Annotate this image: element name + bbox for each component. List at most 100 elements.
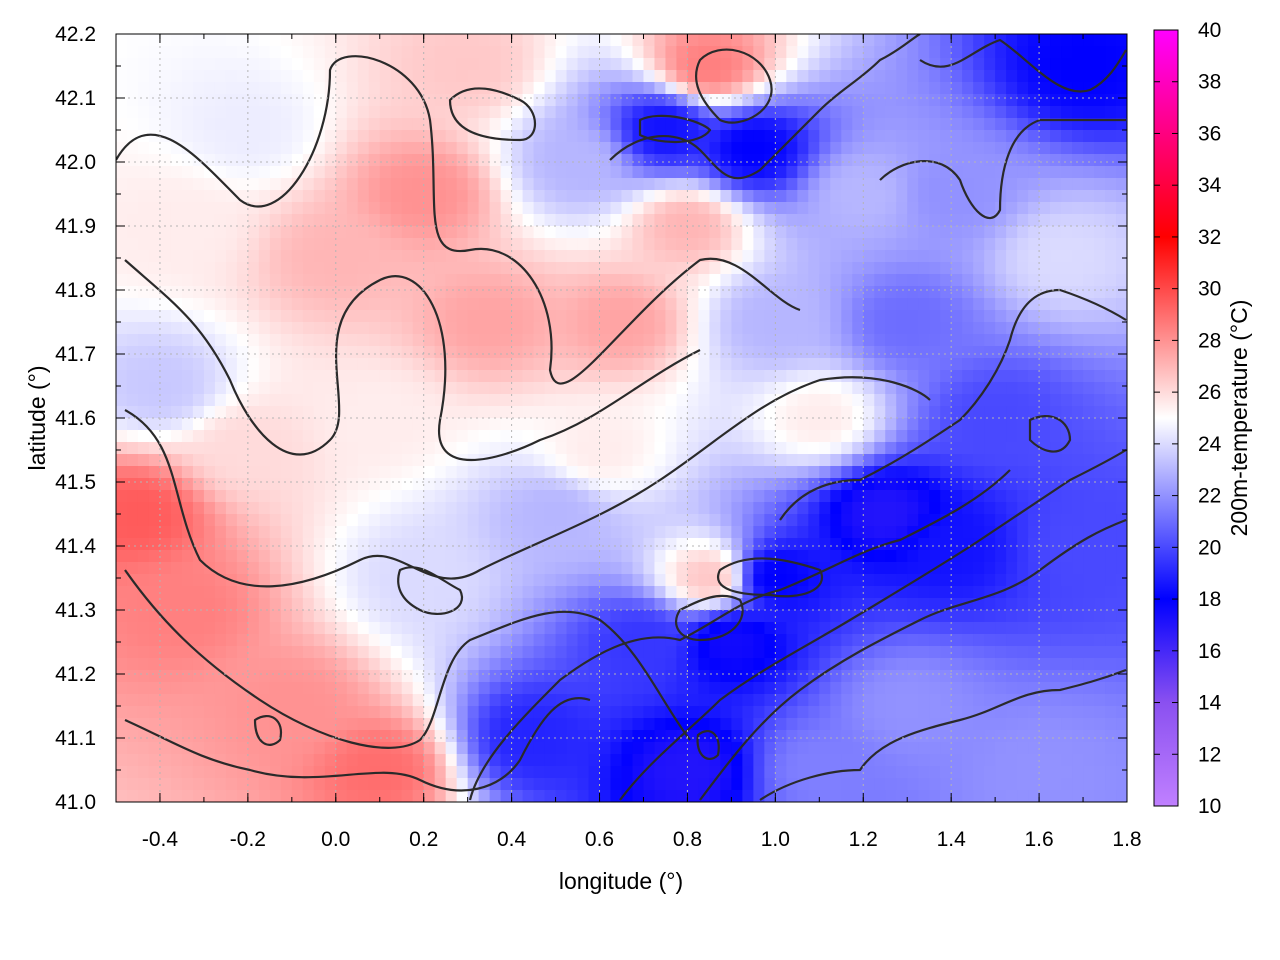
heatmap-cell — [929, 250, 941, 263]
heatmap-cell — [368, 634, 381, 647]
heatmap-cell — [665, 526, 678, 539]
heatmap-cell — [1094, 634, 1106, 647]
heatmap-cell — [599, 298, 612, 311]
heatmap-cell — [654, 346, 667, 359]
heatmap-cell — [500, 574, 513, 587]
heatmap-cell — [478, 298, 491, 311]
heatmap-cell — [467, 370, 480, 383]
heatmap-cell — [148, 466, 161, 479]
heatmap-cell — [511, 238, 524, 251]
heatmap-cell — [577, 514, 590, 527]
heatmap-cell — [643, 46, 656, 59]
heatmap-cell — [819, 658, 831, 671]
heatmap-cell — [203, 634, 216, 647]
heatmap-cell — [1050, 634, 1062, 647]
heatmap-cell — [181, 454, 194, 467]
heatmap-cell — [1061, 106, 1073, 119]
heatmap-cell — [797, 550, 809, 563]
heatmap-cell — [808, 622, 820, 635]
heatmap-cell — [830, 382, 842, 395]
heatmap-cell — [863, 478, 875, 491]
heatmap-cell — [225, 442, 238, 455]
heatmap-cell — [324, 514, 337, 527]
heatmap-cell — [962, 550, 974, 563]
heatmap-cell — [709, 334, 721, 347]
heatmap-cell — [720, 106, 732, 119]
heatmap-cell — [610, 262, 623, 275]
heatmap-cell — [148, 214, 161, 227]
heatmap-cell — [1061, 658, 1073, 671]
heatmap-cell — [148, 622, 161, 635]
heatmap-cell — [874, 574, 886, 587]
heatmap-cell — [302, 130, 315, 143]
heatmap-cell — [313, 670, 326, 683]
heatmap-cell — [764, 382, 776, 395]
heatmap-cell — [918, 202, 930, 215]
heatmap-cell — [346, 94, 359, 107]
heatmap-cell — [896, 178, 908, 191]
heatmap-cell — [1072, 202, 1084, 215]
heatmap-cell — [1072, 250, 1084, 263]
heatmap-cell — [203, 34, 216, 47]
heatmap-cell — [951, 82, 963, 95]
heatmap-cell — [720, 238, 732, 251]
heatmap-cell — [1028, 370, 1040, 383]
heatmap-cell — [610, 478, 623, 491]
heatmap-cell — [819, 178, 831, 191]
heatmap-cell — [698, 82, 711, 95]
heatmap-cell — [720, 214, 732, 227]
heatmap-cell — [269, 130, 282, 143]
heatmap-cell — [599, 382, 612, 395]
heatmap-cell — [159, 310, 172, 323]
heatmap-cell — [676, 490, 689, 503]
heatmap-cell — [632, 214, 645, 227]
heatmap-cell — [951, 514, 963, 527]
heatmap-cell — [841, 586, 853, 599]
heatmap-cell — [258, 178, 271, 191]
heatmap-cell — [192, 322, 205, 335]
heatmap-cell — [940, 262, 952, 275]
heatmap-cell — [324, 334, 337, 347]
heatmap-cell — [610, 118, 623, 131]
heatmap-cell — [1061, 178, 1073, 191]
heatmap-cell — [962, 106, 974, 119]
heatmap-cell — [116, 142, 128, 155]
heatmap-cell — [434, 670, 447, 683]
heatmap-cell — [445, 70, 458, 83]
heatmap-cell — [456, 526, 469, 539]
heatmap-cell — [1050, 46, 1062, 59]
heatmap-cell — [302, 406, 315, 419]
heatmap-cell — [423, 454, 436, 467]
heatmap-cell — [1083, 430, 1095, 443]
heatmap-cell — [511, 598, 524, 611]
heatmap-cell — [599, 238, 612, 251]
heatmap-cell — [390, 190, 403, 203]
heatmap-cell — [687, 214, 700, 227]
heatmap-cell — [995, 226, 1007, 239]
heatmap-cell — [445, 58, 458, 71]
heatmap-cell — [830, 322, 842, 335]
heatmap-cell — [544, 226, 557, 239]
heatmap-cell — [731, 538, 743, 551]
heatmap-cell — [665, 310, 678, 323]
heatmap-cell — [1116, 250, 1127, 263]
heatmap-cell — [599, 586, 612, 599]
heatmap-cell — [324, 322, 337, 335]
heatmap-cell — [357, 310, 370, 323]
heatmap-cell — [764, 370, 776, 383]
heatmap-cell — [346, 658, 359, 671]
heatmap-cell — [698, 646, 711, 659]
heatmap-cell — [445, 586, 458, 599]
heatmap-cell — [1105, 430, 1117, 443]
heatmap-cell — [258, 106, 271, 119]
heatmap-cell — [742, 358, 754, 371]
heatmap-cell — [434, 454, 447, 467]
heatmap-cell — [753, 154, 765, 167]
heatmap-cell — [621, 586, 634, 599]
heatmap-cell — [181, 166, 194, 179]
heatmap-cell — [907, 418, 919, 431]
heatmap-cell — [203, 574, 216, 587]
heatmap-cell — [302, 58, 315, 71]
heatmap-cell — [401, 418, 414, 431]
heatmap-cell — [896, 430, 908, 443]
